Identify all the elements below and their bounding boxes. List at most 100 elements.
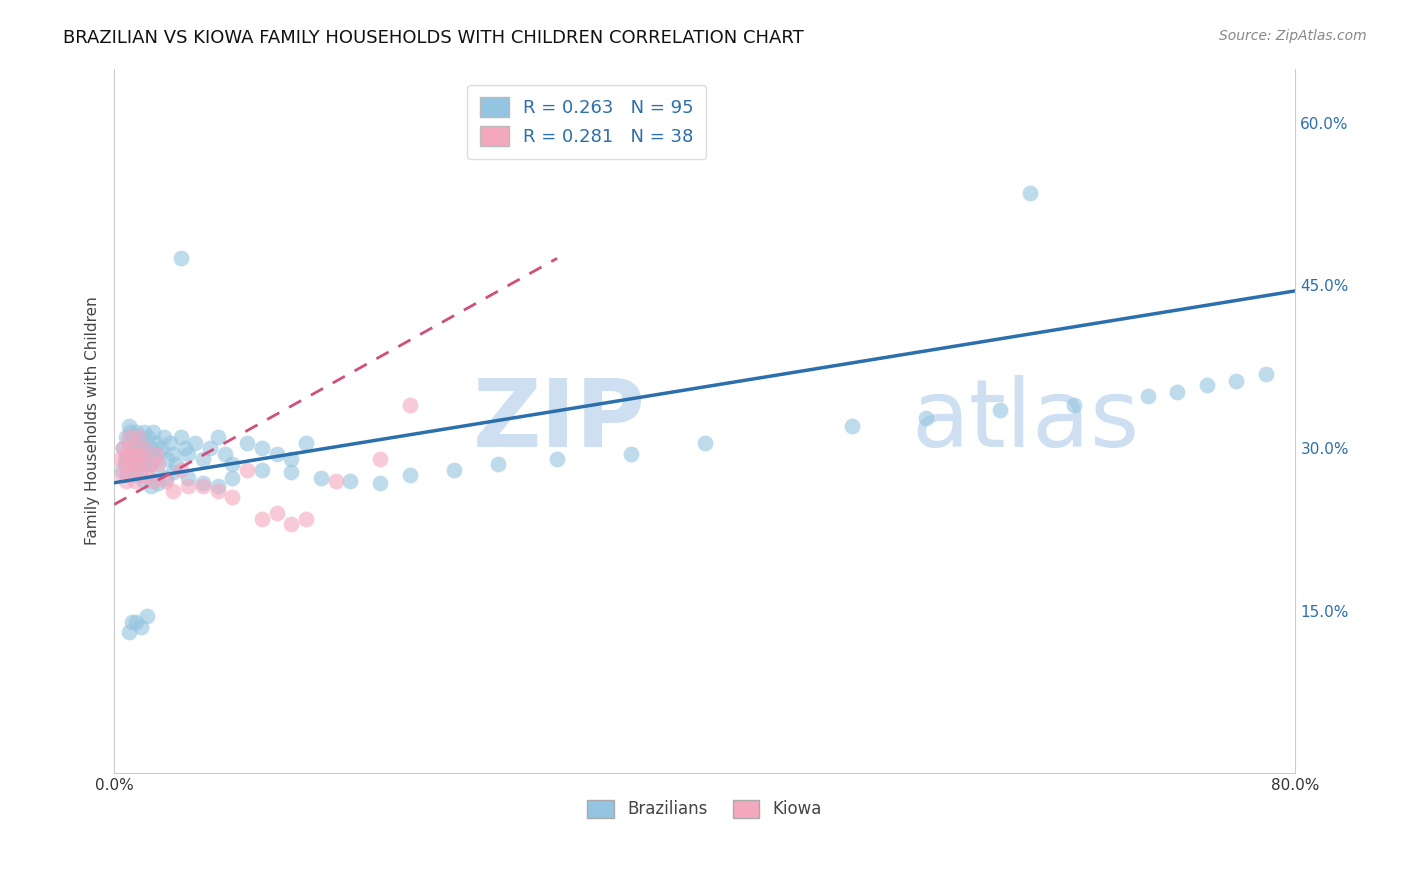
Point <box>1018 186 1040 201</box>
Point <box>118 625 141 640</box>
Point <box>132 474 155 488</box>
Point <box>142 425 165 439</box>
Point <box>138 458 160 472</box>
Point <box>250 441 273 455</box>
Point <box>136 430 159 444</box>
Point <box>169 463 191 477</box>
Point <box>177 479 200 493</box>
Point <box>191 451 214 466</box>
Text: atlas: atlas <box>911 375 1140 467</box>
Point <box>145 435 167 450</box>
Point <box>148 458 170 472</box>
Point <box>132 425 155 439</box>
Point <box>159 435 181 450</box>
Point <box>368 451 391 466</box>
Point <box>115 458 138 472</box>
Point <box>120 425 142 439</box>
Point <box>124 474 146 488</box>
Point <box>121 615 143 629</box>
Point <box>128 446 150 460</box>
Point <box>191 475 214 490</box>
Point <box>177 446 200 460</box>
Point <box>125 446 148 460</box>
Point <box>398 468 420 483</box>
Point <box>1254 368 1277 382</box>
Point <box>145 446 167 460</box>
Point <box>110 468 132 483</box>
Point <box>295 435 318 450</box>
Point <box>125 425 148 439</box>
Point <box>134 441 156 455</box>
Point <box>129 468 152 483</box>
Point <box>112 441 135 455</box>
Point <box>128 430 150 444</box>
Point <box>127 441 149 455</box>
Point <box>139 441 162 455</box>
Point <box>115 430 138 444</box>
Point <box>162 484 184 499</box>
Point <box>266 506 288 520</box>
Point <box>114 451 136 466</box>
Point <box>546 451 568 466</box>
Point <box>236 463 259 477</box>
Point <box>250 463 273 477</box>
Point <box>915 410 938 425</box>
Point <box>169 430 191 444</box>
Point <box>112 441 135 455</box>
Point <box>108 451 131 466</box>
Point <box>121 458 143 472</box>
Point <box>135 468 157 483</box>
Point <box>162 446 184 460</box>
Point <box>162 465 184 479</box>
Point <box>486 458 509 472</box>
Point <box>131 451 153 466</box>
Point <box>155 474 177 488</box>
Point <box>221 458 243 472</box>
Point <box>114 458 136 472</box>
Point <box>122 446 145 460</box>
Point <box>117 468 139 483</box>
Point <box>174 441 197 455</box>
Point <box>125 615 148 629</box>
Point <box>325 474 347 488</box>
Point <box>117 446 139 460</box>
Point <box>250 511 273 525</box>
Point <box>122 451 145 466</box>
Point <box>118 463 141 477</box>
Text: BRAZILIAN VS KIOWA FAMILY HOUSEHOLDS WITH CHILDREN CORRELATION CHART: BRAZILIAN VS KIOWA FAMILY HOUSEHOLDS WIT… <box>63 29 804 46</box>
Point <box>118 419 141 434</box>
Point <box>295 511 318 525</box>
Point <box>118 458 141 472</box>
Point <box>135 609 157 624</box>
Point <box>120 446 142 460</box>
Point <box>236 435 259 450</box>
Point <box>118 430 141 444</box>
Point <box>1166 384 1188 399</box>
Point <box>620 446 643 460</box>
Point <box>221 490 243 504</box>
Point <box>184 435 207 450</box>
Point <box>132 441 155 455</box>
Point <box>121 463 143 477</box>
Point <box>122 430 145 444</box>
Point <box>135 446 157 460</box>
Point <box>1136 389 1159 403</box>
Point <box>148 475 170 490</box>
Point <box>280 465 302 479</box>
Point <box>988 403 1011 417</box>
Point <box>165 458 187 472</box>
Point <box>221 471 243 485</box>
Point <box>153 430 176 444</box>
Point <box>124 435 146 450</box>
Legend: Brazilians, Kiowa: Brazilians, Kiowa <box>581 793 830 825</box>
Point <box>398 398 420 412</box>
Y-axis label: Family Households with Children: Family Households with Children <box>86 297 100 545</box>
Point <box>693 435 716 450</box>
Point <box>280 451 302 466</box>
Point <box>124 458 146 472</box>
Point <box>156 451 179 466</box>
Point <box>198 441 221 455</box>
Point <box>121 441 143 455</box>
Point <box>129 441 152 455</box>
Point <box>339 474 361 488</box>
